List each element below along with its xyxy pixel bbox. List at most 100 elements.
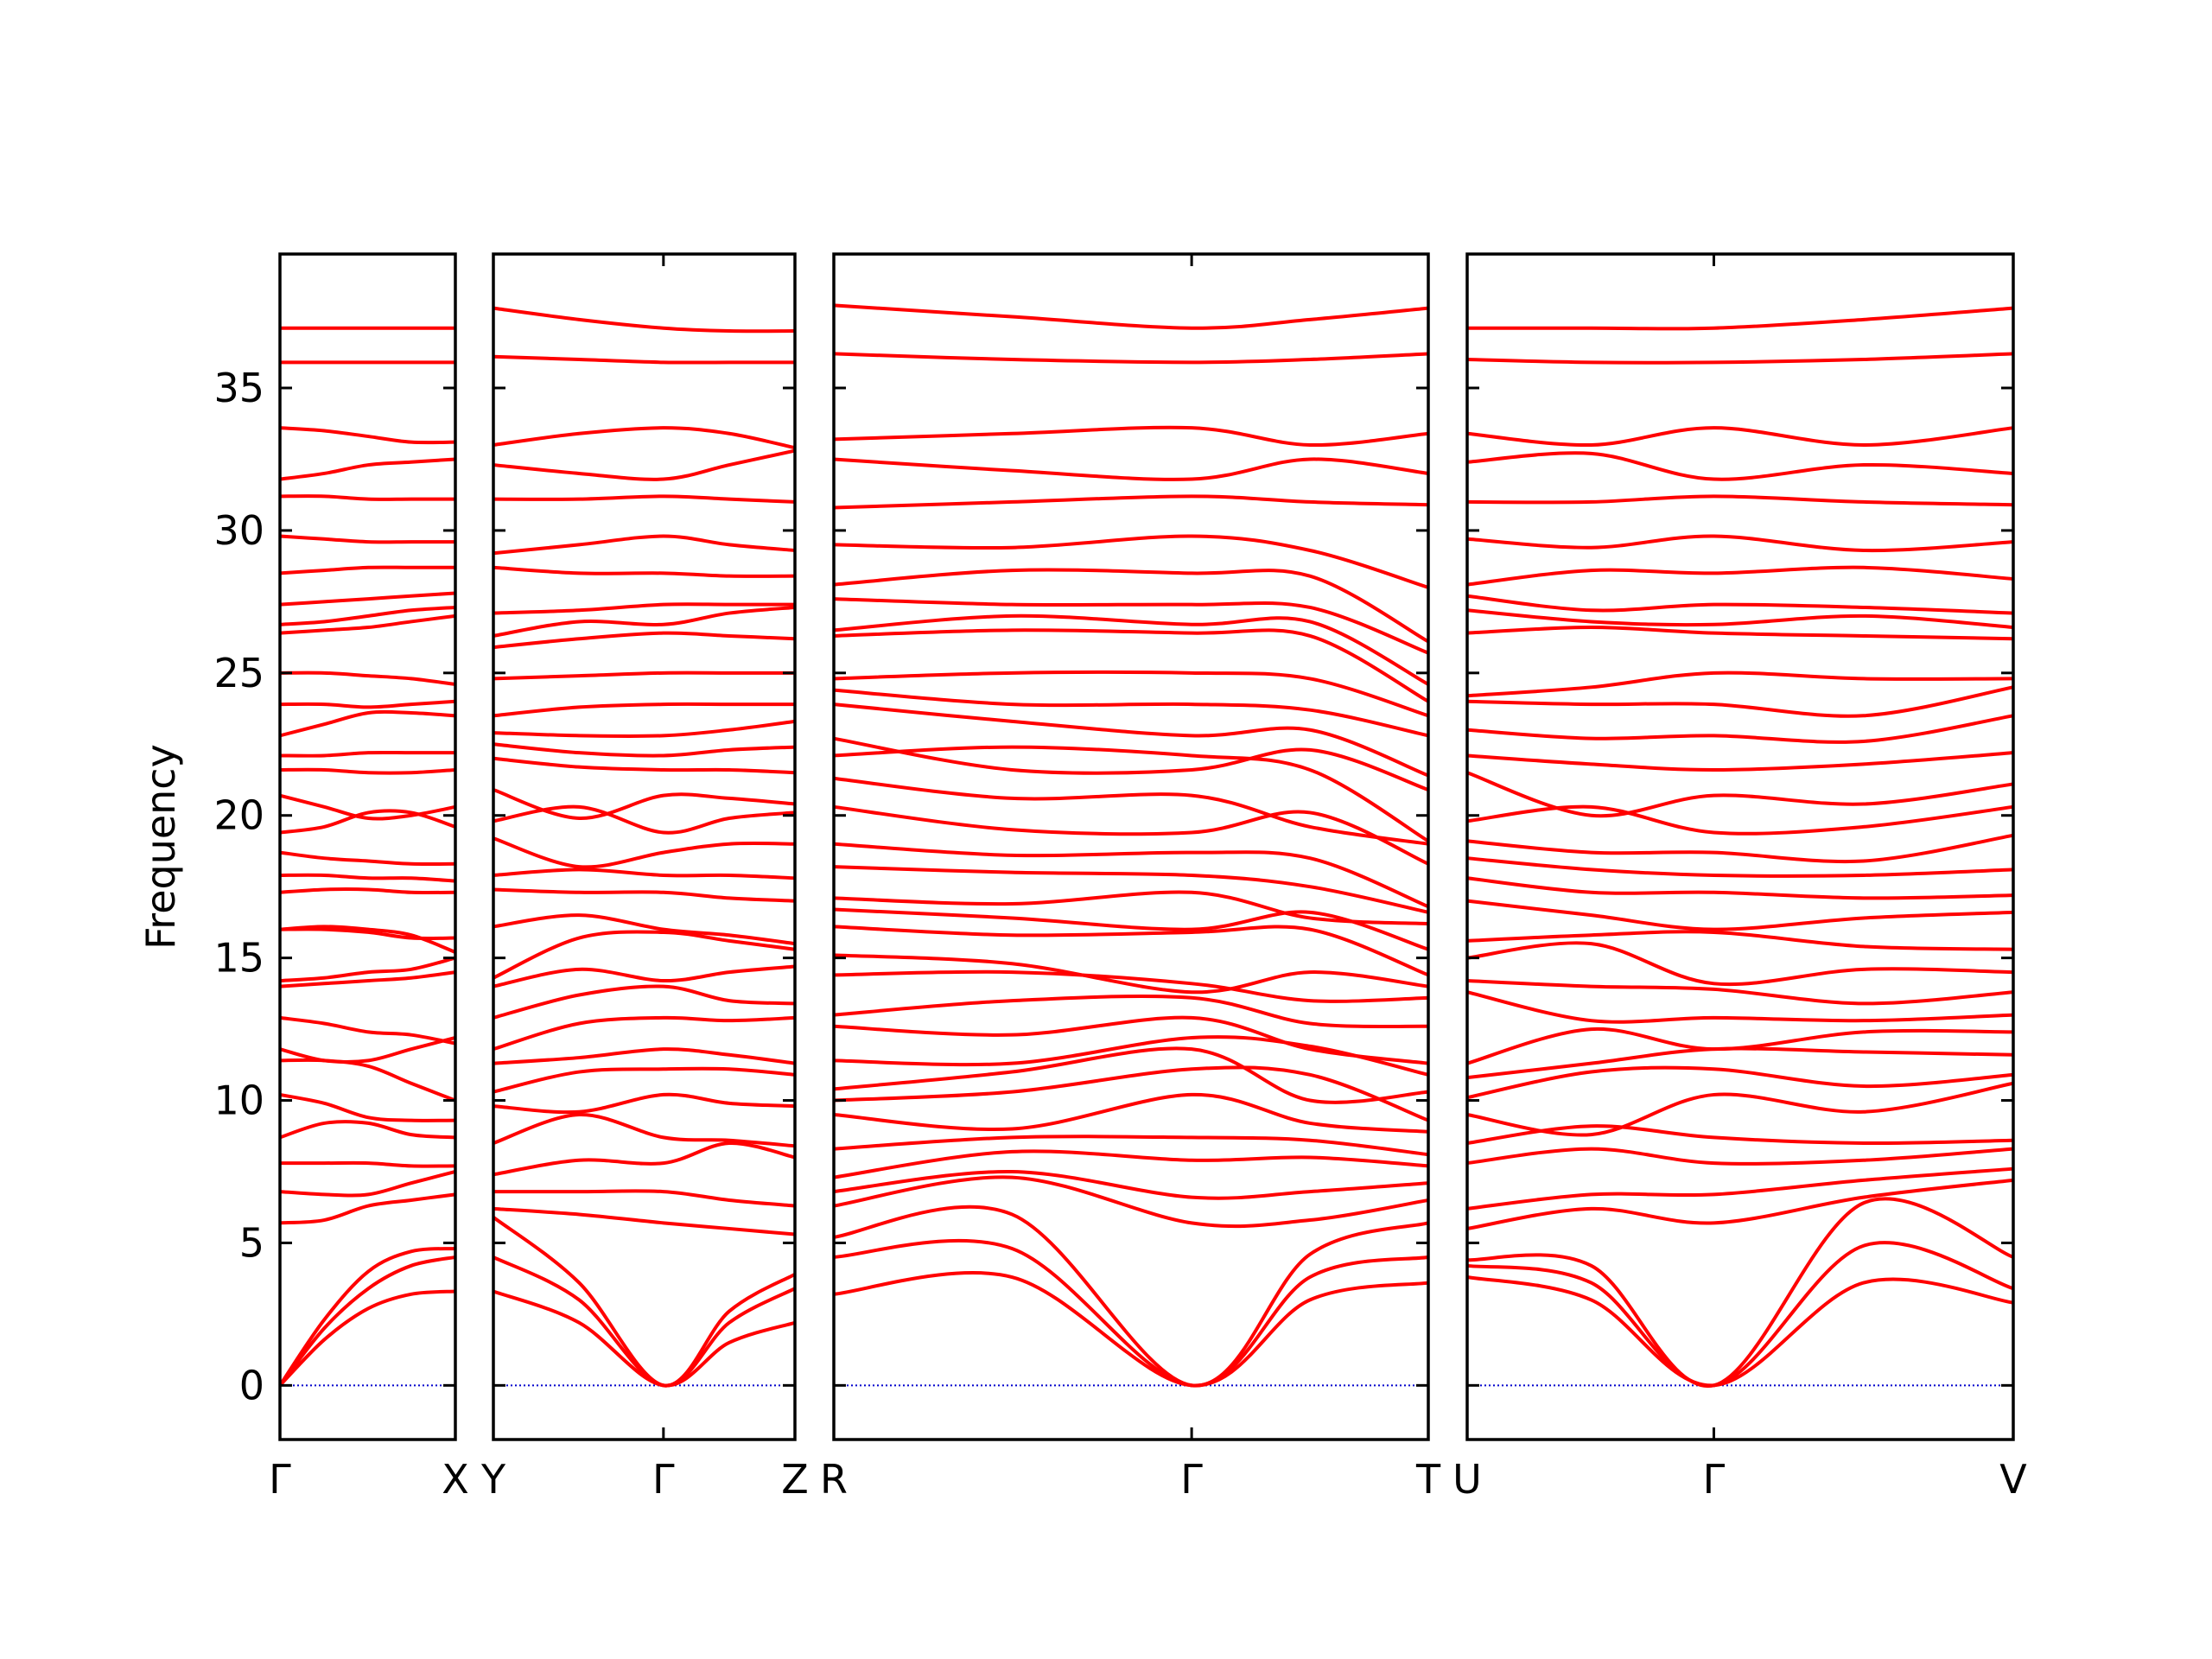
band-line [833, 534, 1429, 589]
panel-frame [832, 252, 1430, 1441]
band-line [1466, 856, 2014, 878]
band-line [493, 804, 796, 835]
band-line [833, 804, 1429, 866]
band-line [279, 426, 456, 445]
band-line [493, 1141, 796, 1177]
y-tick-label: 0 [239, 1362, 264, 1408]
band-line [493, 605, 796, 638]
x-tick-label: V [1999, 1456, 2027, 1503]
band-line [279, 591, 456, 607]
band-line [279, 605, 456, 626]
band-line [279, 809, 456, 835]
band-line [833, 494, 1429, 510]
band-line [493, 1206, 796, 1236]
band-line [493, 756, 796, 775]
band-line [833, 907, 1429, 951]
y-tick-label: 5 [239, 1219, 264, 1266]
band-line [1466, 594, 2014, 615]
x-tick-label: Γ [1703, 1456, 1726, 1503]
band-line [493, 788, 796, 821]
band-line [493, 868, 796, 880]
band-line [1466, 451, 2014, 481]
band-line [833, 1238, 1429, 1388]
band-line [1466, 1065, 2014, 1100]
band-line [493, 913, 796, 946]
band-line [493, 719, 796, 739]
panel-frame [278, 252, 457, 1441]
band-line [833, 969, 1429, 1003]
band-line [833, 736, 1429, 791]
band-line [1466, 1147, 2014, 1166]
band-line [1466, 771, 2014, 818]
band-line [1466, 1178, 2014, 1230]
band-line [1466, 534, 2014, 553]
band-line [279, 767, 456, 775]
band-line [833, 1169, 1429, 1200]
panel-frame [492, 252, 797, 1441]
band-line [493, 1189, 796, 1208]
x-tick-label: U [1452, 1456, 1482, 1503]
y-tick-label: 20 [213, 792, 264, 839]
band-line [1466, 930, 2014, 951]
band-line [1466, 306, 2014, 331]
band-line [279, 1120, 456, 1140]
band-line [833, 890, 1429, 926]
band-line [1466, 626, 2014, 641]
band-line [279, 1192, 456, 1225]
x-tick-label: T [1415, 1456, 1441, 1503]
band-line [833, 1175, 1429, 1229]
band-line [833, 842, 1429, 909]
band-line [492, 1216, 796, 1388]
band-line [493, 836, 796, 869]
band-line [1466, 990, 2014, 1024]
x-tick-label: Y [480, 1456, 506, 1503]
band-line [1466, 899, 2014, 931]
band-line [1466, 685, 2014, 718]
band-line [493, 494, 796, 504]
band-line [1466, 671, 2014, 698]
band-line [833, 1035, 1429, 1077]
band-line [833, 670, 1429, 718]
band-line [1466, 751, 2014, 772]
band-line [1466, 1027, 2014, 1065]
band-line [493, 354, 795, 365]
band-line [833, 352, 1429, 365]
band-line [279, 699, 456, 709]
x-tick-label: X [442, 1456, 469, 1503]
band-line [833, 1270, 1429, 1388]
band-line [833, 597, 1429, 655]
band-line [833, 776, 1429, 846]
band-line [833, 1149, 1429, 1179]
band-line [833, 925, 1429, 977]
y-tick-label: 35 [213, 365, 264, 411]
band-line [279, 534, 455, 544]
y-axis-label: Frequency [137, 744, 184, 950]
band-line [833, 1135, 1429, 1157]
band-line [493, 565, 796, 578]
band-line [279, 956, 456, 983]
band-line [833, 303, 1429, 330]
band-line [1466, 1081, 2014, 1137]
band-line [493, 1066, 796, 1094]
panel-frame [1465, 252, 2015, 1441]
band-line [493, 702, 795, 718]
band-line [1466, 833, 2014, 864]
band-line [493, 1113, 796, 1148]
x-tick-label: Γ [269, 1456, 291, 1503]
band-line [1466, 804, 2014, 836]
band-line [279, 1092, 456, 1122]
band-line [493, 964, 796, 988]
band-line [493, 1015, 796, 1052]
band-line [833, 568, 1429, 644]
band-line [833, 1015, 1429, 1065]
band-line [493, 534, 796, 556]
band-line [1466, 1197, 2014, 1389]
y-tick-label: 10 [213, 1077, 264, 1124]
band-line [1466, 979, 2014, 1006]
x-tick-label: Γ [652, 1456, 675, 1503]
band-line [833, 1092, 1429, 1134]
band-line [1466, 1275, 2014, 1388]
band-line [279, 850, 456, 867]
